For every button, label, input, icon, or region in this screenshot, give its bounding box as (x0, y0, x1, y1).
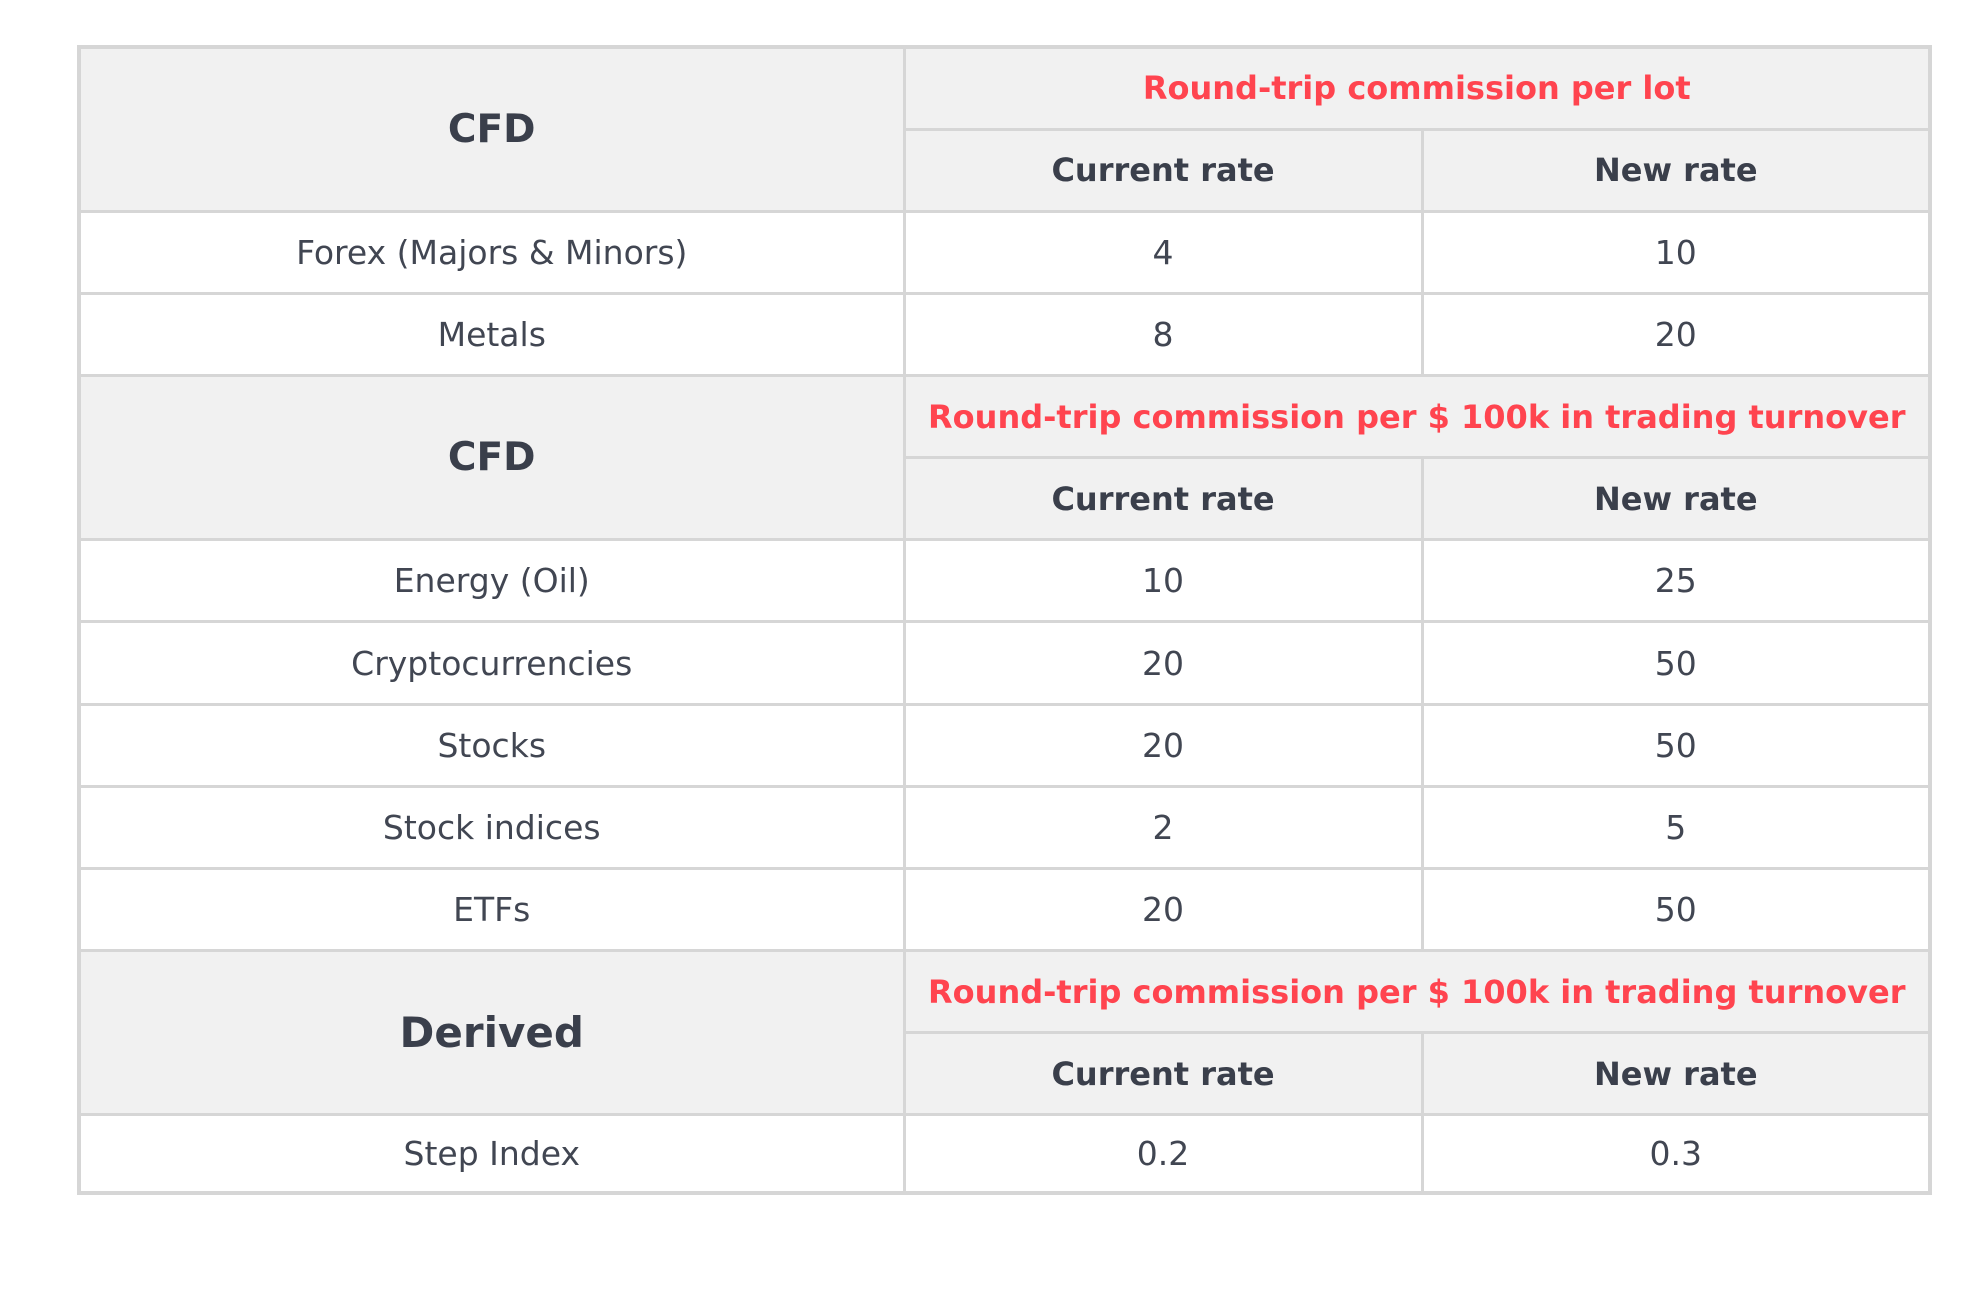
table-row: Cryptocurrencies 20 50 (77, 620, 1932, 706)
table-row: Stock indices 2 5 (77, 784, 1932, 870)
column-header-current-rate: Current rate (902, 1031, 1424, 1117)
new-rate-cell: 20 (1420, 291, 1932, 378)
section-header-row: CFD Round-trip commission per $ 100k in … (77, 374, 1932, 542)
instrument-cell: Energy (Oil) (77, 538, 906, 624)
instrument-cell: Stock indices (77, 784, 906, 870)
current-rate-cell: 20 (902, 866, 1424, 953)
instrument-cell: Metals (77, 291, 906, 378)
table-row: Stocks 20 50 (77, 702, 1932, 788)
instrument-cell: ETFs (77, 866, 906, 953)
table-row: Step Index 0.2 0.3 (77, 1113, 1932, 1195)
commission-title: Round-trip commission per lot (902, 45, 1932, 131)
column-header-current-rate: Current rate (902, 127, 1424, 213)
column-header-new-rate: New rate (1420, 1031, 1932, 1117)
section-label: CFD (77, 45, 906, 213)
column-header-row: Current rate New rate (79, 1031, 1932, 1117)
new-rate-cell: 0.3 (1420, 1113, 1932, 1195)
section-header-row: CFD Round-trip commission per lot (77, 45, 1932, 213)
commission-title: Round-trip commission per $ 100k in trad… (902, 949, 1932, 1035)
instrument-cell: Forex (Majors & Minors) (77, 209, 906, 295)
new-rate-cell: 50 (1420, 702, 1932, 788)
current-rate-cell: 20 (902, 620, 1424, 706)
current-rate-cell: 2 (902, 784, 1424, 870)
section-label: CFD (77, 374, 906, 542)
current-rate-cell: 4 (902, 209, 1424, 295)
instrument-cell: Stocks (77, 702, 906, 788)
instrument-cell: Cryptocurrencies (77, 620, 906, 706)
new-rate-cell: 10 (1420, 209, 1932, 295)
new-rate-cell: 25 (1420, 538, 1932, 624)
column-header-new-rate: New rate (1420, 127, 1932, 213)
commission-table: CFD Round-trip commission per lot Curren… (77, 45, 1933, 1195)
new-rate-cell: 5 (1420, 784, 1932, 870)
new-rate-cell: 50 (1420, 866, 1932, 953)
column-header-row: Current rate New rate (79, 456, 1932, 542)
column-header-row: Current rate New rate (79, 127, 1932, 213)
current-rate-cell: 10 (902, 538, 1424, 624)
current-rate-cell: 20 (902, 702, 1424, 788)
commission-title: Round-trip commission per $ 100k in trad… (902, 374, 1932, 460)
column-header-current-rate: Current rate (902, 456, 1424, 542)
table-row: Forex (Majors & Minors) 4 10 (77, 209, 1932, 295)
section-header-row: Derived Round-trip commission per $ 100k… (77, 949, 1932, 1117)
table-row: Metals 8 20 (77, 291, 1932, 378)
table-row: Energy (Oil) 10 25 (77, 538, 1932, 624)
new-rate-cell: 50 (1420, 620, 1932, 706)
table-row: ETFs 20 50 (77, 866, 1932, 953)
instrument-cell: Step Index (77, 1113, 906, 1195)
column-header-new-rate: New rate (1420, 456, 1932, 542)
section-label: Derived (77, 949, 906, 1117)
current-rate-cell: 0.2 (902, 1113, 1424, 1195)
current-rate-cell: 8 (902, 291, 1424, 378)
